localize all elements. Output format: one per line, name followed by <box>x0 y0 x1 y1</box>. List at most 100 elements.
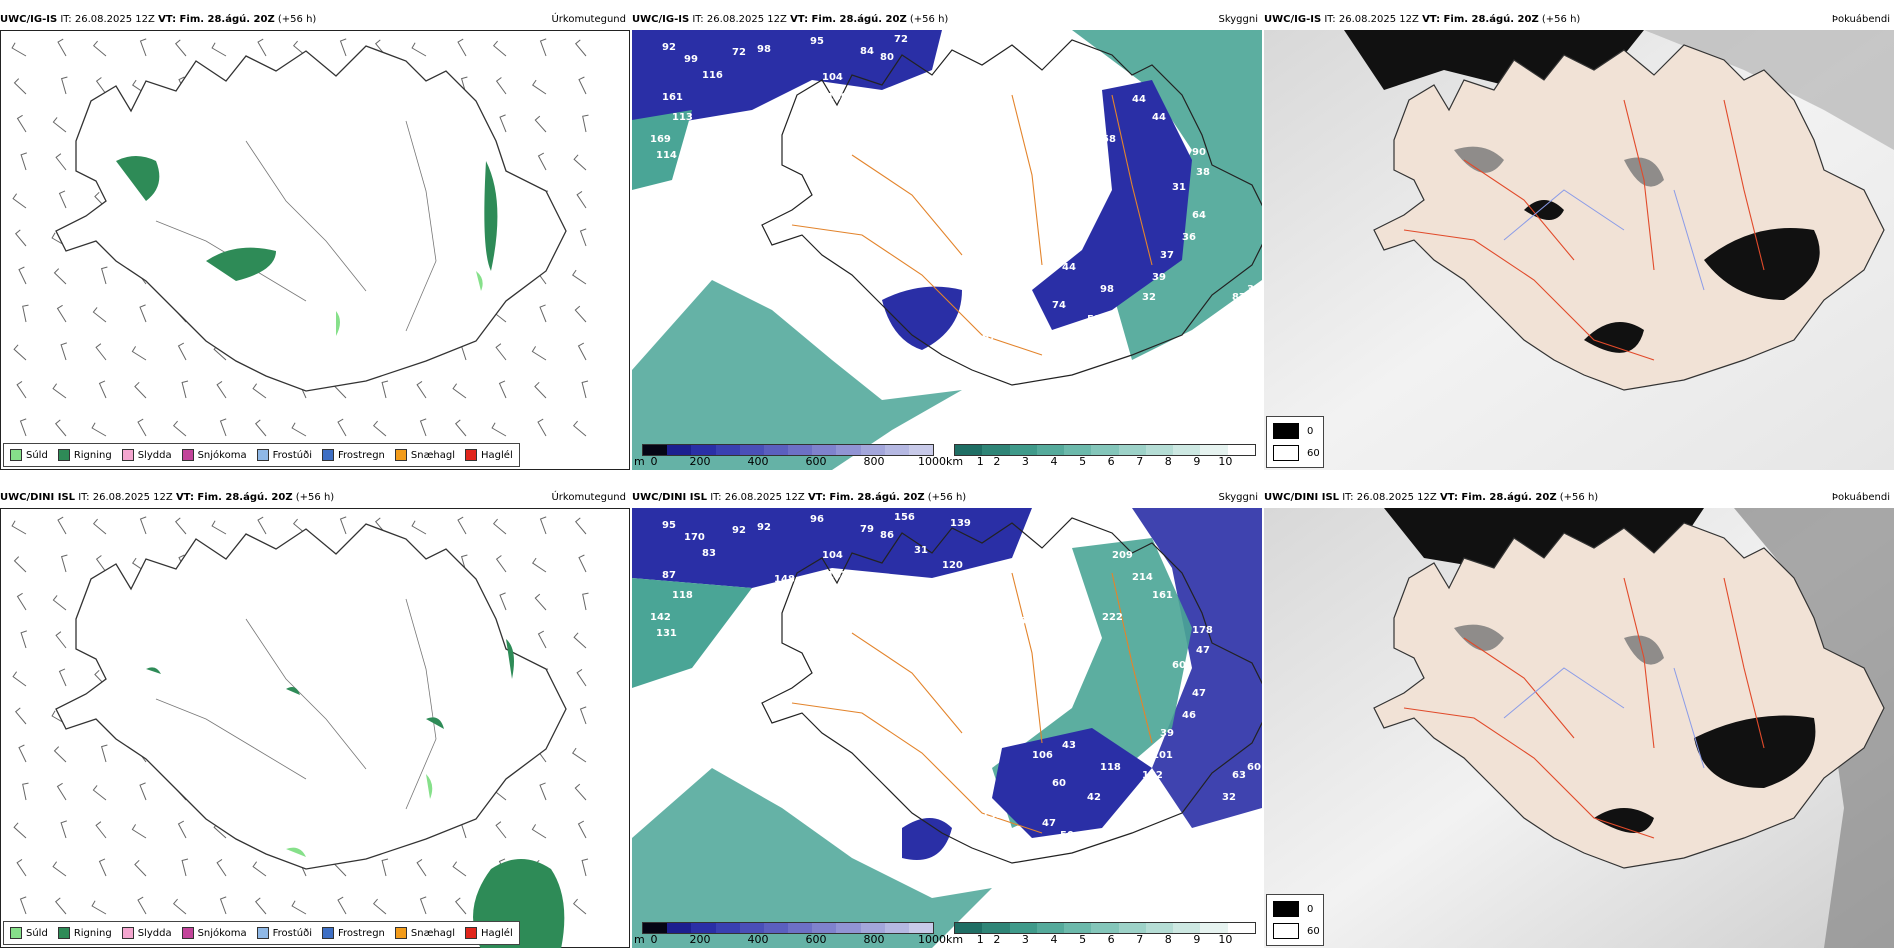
wind-barb <box>11 42 27 57</box>
cloud-base-label: 148 <box>774 574 795 585</box>
cloud-base-label: 131 <box>656 628 677 639</box>
wind-barb <box>172 420 187 437</box>
colorbar-segment <box>763 445 789 455</box>
panel-header: UWC/IG-IS IT: 26.08.2025 12Z VT: Fim. 28… <box>1264 10 1894 30</box>
cloud-base-label: 95 <box>810 36 824 47</box>
colorbar-segment <box>1145 445 1174 455</box>
cloud-base-label: 142 <box>650 612 671 623</box>
panel-precip-type-row1: UWC/IG-IS IT: 26.08.2025 12Z VT: Fim. 28… <box>0 10 630 470</box>
precip-legend-item: Snjókoma <box>181 927 247 939</box>
wind-barb <box>100 266 108 285</box>
wind-barb <box>337 896 347 915</box>
cloud-base-label: 92 <box>662 42 676 53</box>
precip-legend-swatch <box>394 927 407 939</box>
precip-legend-label: Slydda <box>137 449 172 461</box>
cloud-base-label: 43 <box>1062 740 1076 751</box>
wind-barb <box>499 114 507 133</box>
precip-legend-swatch <box>121 449 134 461</box>
cloud-base-label: 185 <box>802 596 823 607</box>
init-time: IT: 26.08.2025 12Z <box>1342 492 1437 503</box>
cloud-base-label: 104 <box>822 72 843 83</box>
precip-legend-item: Haglél <box>465 449 513 461</box>
lead-time: (+56 h) <box>1559 492 1599 503</box>
wind-barb <box>174 517 187 535</box>
cloud-base-label: 102 <box>827 570 848 581</box>
precip-map: Súld Rigning Slydda Snjókoma Frostúði Frostre… <box>0 30 630 470</box>
wind-barb <box>58 190 67 209</box>
wind-barb <box>18 744 27 763</box>
wind-barb <box>254 897 267 915</box>
panel-header: UWC/DINI ISL IT: 26.08.2025 12Z VT: Fim.… <box>1264 488 1894 508</box>
cloud-base-label: 32 <box>1142 292 1156 303</box>
wind-barb <box>22 304 29 323</box>
wind-barb <box>381 380 389 399</box>
fog-legend-min: 0 <box>1307 903 1314 915</box>
cloud-base-label: 282 <box>1222 314 1243 325</box>
wind-barb <box>181 380 189 399</box>
wind-barb <box>572 747 587 763</box>
fog-legend-min: 0 <box>1307 425 1314 437</box>
cloud-base-label: 135 <box>982 810 1003 821</box>
low-cloud-area <box>632 508 1032 588</box>
wind-barb <box>16 858 27 877</box>
wind-barb <box>177 820 187 839</box>
cloud-base-label: 72 <box>894 34 908 45</box>
colorbar-tick: 2 <box>993 455 1001 468</box>
wind-barb <box>532 557 547 573</box>
colorbar-segment <box>691 445 716 455</box>
wind-barb <box>416 380 427 399</box>
wind-barb <box>578 76 587 95</box>
cloud-base-label: 58 <box>1102 134 1116 145</box>
cloud-base-label: 38 <box>1042 340 1056 351</box>
cloud-base-label: 169 <box>650 134 671 145</box>
precip-type-legend: Súld Rigning Slydda Snjókoma Frostúði Frostre… <box>3 921 520 945</box>
wind-barb <box>92 785 107 801</box>
precip-legend-swatch <box>57 449 70 461</box>
colorbar-segment <box>884 445 909 455</box>
wind-barb <box>16 114 27 133</box>
wind-barb <box>574 305 587 323</box>
model-name: UWC/IG-IS <box>632 14 690 25</box>
wind-barb <box>219 896 227 915</box>
wind-barb <box>131 346 147 361</box>
fog-legend: 0 60 <box>1266 894 1324 946</box>
panel-title: Skyggni <box>1218 14 1258 25</box>
cloud-base-label: 102 <box>1142 770 1163 781</box>
precip-legend-swatch <box>465 449 478 461</box>
wind-barb <box>139 38 147 57</box>
iceland-outline <box>55 45 567 392</box>
colorbar-segment <box>691 923 716 933</box>
wind-barb <box>582 114 589 133</box>
wind-barb <box>531 824 547 839</box>
wind-barb <box>411 520 427 535</box>
colorbar-tick: 2 <box>993 933 1001 946</box>
precip-legend-label: Snjókoma <box>197 927 247 939</box>
wind-barb <box>576 190 587 209</box>
colorbar-segment <box>715 445 740 455</box>
model-name: UWC/DINI ISL <box>0 492 76 503</box>
panel-fog-indicator-row1: UWC/IG-IS IT: 26.08.2025 12Z VT: Fim. 28… <box>1264 10 1894 470</box>
cloud-base-label: 74 <box>1052 300 1066 311</box>
wind-barb <box>95 821 107 839</box>
precip-type-legend: Súld Rigning Slydda Snjókoma Frostúði Frostre… <box>3 443 520 467</box>
wind-barb <box>572 269 587 285</box>
panel-title: Þokuábendi <box>1831 492 1890 503</box>
valid-time: VT: Fim. 28.ágú. 20Z <box>790 14 907 25</box>
precip-legend-label: Snæhagl <box>410 449 456 461</box>
precip-legend-swatch <box>181 449 194 461</box>
colorbar-segment <box>643 923 668 933</box>
wind-barb <box>574 783 587 801</box>
precip-legend-label: Rigning <box>73 927 112 939</box>
cloud-base-label: 97 <box>1007 830 1021 841</box>
wind-barb <box>577 342 587 361</box>
wind-barb <box>137 418 147 437</box>
valid-time: VT: Fim. 28.ágú. 20Z <box>1439 492 1557 503</box>
colorbar-tick: 5 <box>1079 455 1087 468</box>
precip-legend-swatch <box>394 449 407 461</box>
wind-barb <box>95 555 107 573</box>
colorbar-tick: 1 <box>976 455 984 468</box>
cloud-base-label: 39 <box>1160 728 1174 739</box>
wind-barb <box>454 419 467 437</box>
wind-barb <box>137 896 147 915</box>
